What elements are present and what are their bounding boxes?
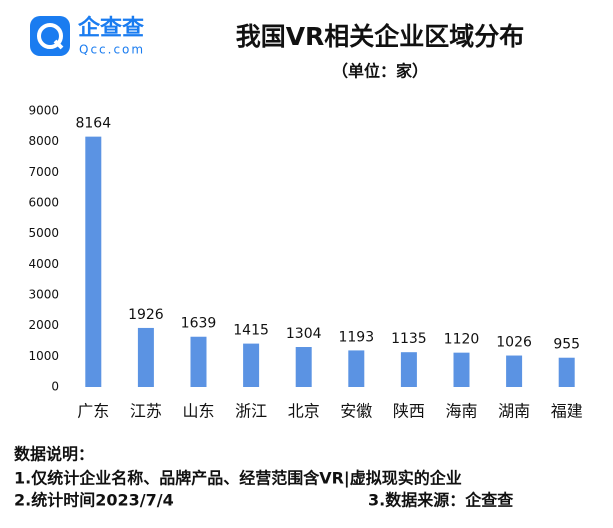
y-tick-label: 7000 [28, 165, 59, 179]
y-tick-label: 6000 [28, 196, 59, 210]
x-tick-label: 海南 [445, 402, 477, 421]
bar [137, 327, 154, 387]
chart-title: 我国VR相关企业区域分布 [236, 22, 525, 51]
logo: 企查查 Qcc.com [30, 15, 145, 57]
notes-source: 3.数据来源：企查查 [368, 491, 513, 510]
data-label: 8164 [75, 116, 111, 132]
y-tick-label: 2000 [28, 318, 59, 332]
x-tick-label: 湖南 [498, 402, 530, 421]
logo-icon-ring [37, 23, 63, 49]
bar [453, 352, 470, 387]
bar [348, 350, 365, 387]
data-label: 1026 [496, 335, 532, 351]
notes-heading: 数据说明： [14, 445, 94, 464]
notes-line: 2.统计时间2023/7/4 [14, 491, 174, 510]
y-tick-label: 1000 [28, 349, 59, 363]
bar [190, 336, 207, 387]
logo-icon-tail [53, 39, 64, 50]
x-tick-label: 陕西 [393, 402, 425, 421]
x-tick-label: 广东 [77, 402, 109, 421]
data-label: 1304 [286, 326, 322, 342]
bar [400, 352, 417, 387]
logo-name: 企查查 [77, 15, 144, 41]
logo-icon [30, 16, 70, 56]
x-tick-label: 安徽 [340, 402, 372, 421]
logo-domain: Qcc.com [79, 43, 145, 57]
data-label: 1135 [391, 331, 427, 347]
notes-line: 1.仅统计企业名称、品牌产品、经营范围含VR|虚拟现实的企业 [14, 469, 462, 489]
x-tick-label: 北京 [288, 402, 320, 421]
data-label: 1639 [181, 316, 217, 332]
x-tick-label: 山东 [182, 402, 214, 421]
bar [558, 357, 575, 387]
bar [295, 347, 312, 387]
bar [85, 136, 102, 387]
data-label: 1926 [128, 307, 164, 323]
x-tick-label: 江苏 [130, 402, 162, 421]
data-label: 955 [553, 337, 580, 353]
chart-subtitle: （单位：家） [332, 62, 428, 81]
y-tick-label: 8000 [28, 134, 59, 148]
data-label: 1193 [338, 329, 374, 345]
y-tick-label: 5000 [28, 226, 59, 240]
y-tick-label: 0 [51, 380, 59, 394]
x-tick-label: 福建 [551, 402, 583, 421]
data-label: 1120 [444, 332, 480, 348]
data-label: 1415 [233, 323, 269, 339]
y-tick-label: 9000 [28, 104, 59, 118]
bar [243, 343, 260, 387]
bar [506, 355, 523, 387]
x-tick-label: 浙江 [235, 402, 267, 421]
y-tick-label: 4000 [28, 257, 59, 271]
y-tick-label: 3000 [28, 288, 59, 302]
